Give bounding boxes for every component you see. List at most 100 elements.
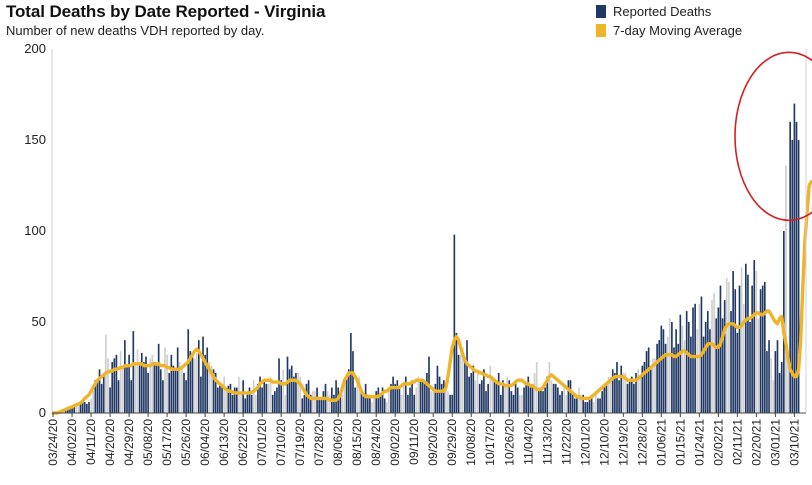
bar-reported-deaths (603, 387, 606, 413)
bar-reported-deaths (341, 394, 344, 413)
bar-reported-deaths (470, 372, 473, 413)
bar-reported-deaths (647, 347, 650, 413)
bar-reported-deaths (328, 394, 331, 413)
bar-reported-deaths (398, 387, 401, 413)
bar-reported-deaths (421, 380, 424, 413)
bar-reported-deaths (586, 402, 589, 413)
bar-reported-deaths (730, 311, 732, 413)
bar-reported-deaths (81, 402, 84, 413)
bar-reported-deaths (185, 380, 187, 413)
bar-reported-deaths (90, 398, 92, 413)
bar-reported-deaths (172, 365, 175, 413)
bar-reported-deaths (652, 358, 654, 413)
bar-reported-deaths (662, 329, 665, 413)
bar-reported-deaths (592, 402, 595, 413)
x-tick-label: 08/15/20 (350, 419, 364, 466)
bar-reported-deaths (390, 383, 392, 413)
bar-reported-deaths (599, 398, 601, 413)
x-tick-label: 04/11/20 (84, 419, 98, 465)
bar-reported-deaths (79, 403, 82, 413)
bar-reported-deaths (457, 354, 460, 413)
bar-reported-deaths (261, 387, 263, 413)
bar-reported-deaths (675, 329, 677, 413)
legend-swatch-reported-deaths (596, 5, 606, 18)
bar-reported-deaths (468, 376, 470, 413)
bar-reported-deaths (195, 352, 198, 413)
bar-reported-deaths (252, 380, 255, 413)
bar-reported-deaths (649, 369, 652, 413)
bar-reported-deaths (244, 398, 247, 413)
line-layer (51, 180, 812, 415)
bar-reported-deaths (673, 347, 675, 413)
bar-reported-deaths (776, 340, 779, 413)
bar-reported-deaths (601, 391, 604, 413)
bar-reported-deaths (442, 380, 445, 413)
bar-reported-deaths (124, 340, 126, 413)
bar-reported-deaths (749, 322, 751, 413)
x-tick-label: 04/29/20 (122, 419, 136, 466)
bar-reported-deaths (453, 234, 456, 413)
bar-reported-deaths (711, 300, 713, 413)
bar-reported-deaths (197, 340, 200, 413)
bar-reported-deaths (147, 372, 149, 413)
bar-reported-deaths (620, 365, 623, 413)
legend-label-moving-average: 7-day Moving Average (613, 23, 743, 38)
bar-reported-deaths (704, 322, 707, 413)
bar-reported-deaths (271, 394, 274, 413)
bar-reported-deaths (411, 380, 413, 413)
x-tick-label: 02/02/21 (711, 419, 725, 466)
bar-reported-deaths (168, 372, 171, 413)
bar-reported-deaths (491, 376, 494, 413)
bar-reported-deaths (164, 347, 166, 413)
bar-reported-deaths (658, 340, 661, 413)
bar-reported-deaths (464, 358, 466, 413)
bar-reported-deaths (455, 332, 458, 413)
bar-reported-deaths (312, 391, 314, 413)
bar-reported-deaths (92, 391, 95, 413)
bar-reported-deaths (588, 398, 591, 413)
bar-reported-deaths (440, 383, 443, 413)
bar-reported-deaths (326, 391, 329, 413)
bar-reported-deaths (757, 318, 760, 413)
bar-reported-deaths (518, 394, 521, 413)
bar-reported-deaths (719, 285, 722, 413)
bar-reported-deaths (155, 365, 158, 413)
bar-reported-deaths (529, 387, 532, 413)
bar-reported-deaths (668, 318, 671, 413)
bar-reported-deaths (514, 380, 517, 413)
bar-reported-deaths (288, 369, 291, 413)
bar-reported-deaths (449, 394, 451, 413)
bar-reported-deaths (571, 391, 574, 413)
bar-reported-deaths (303, 394, 306, 413)
bar-reported-deaths (666, 336, 669, 413)
bar-reported-deaths (138, 365, 141, 413)
bar-reported-deaths (687, 322, 690, 413)
bar-reported-deaths (385, 402, 388, 413)
bar-reported-deaths (559, 394, 561, 413)
x-tick-label: 02/20/21 (749, 419, 763, 466)
bar-reported-deaths (755, 271, 758, 413)
bar-reported-deaths (183, 372, 185, 413)
bar-reported-deaths (709, 329, 711, 413)
y-tick-labels: 0 50 100 150 200 (24, 41, 46, 420)
chart-legend: Reported Deaths 7-day Moving Average (596, 2, 742, 40)
bar-reported-deaths (742, 303, 745, 413)
bar-reported-deaths (381, 387, 384, 413)
x-tick-label: 12/28/20 (635, 419, 649, 466)
bar-reported-deaths (140, 352, 143, 413)
x-tick-labels: 03/24/20 04/02/20 04/11/20 04/20/20 04/29/20… (46, 413, 801, 466)
bar-reported-deaths (235, 387, 238, 413)
bar-reported-deaths (274, 391, 276, 413)
bar-reported-deaths (438, 376, 441, 413)
bar-reported-deaths (96, 380, 99, 413)
bar-reported-deaths (356, 380, 359, 413)
bar-reported-deaths (293, 376, 295, 413)
bar-reported-deaths (191, 354, 194, 413)
x-tick-label: 07/10/20 (274, 419, 288, 466)
bar-reported-deaths (489, 365, 492, 413)
bar-reported-deaths (656, 343, 658, 413)
bar-reported-deaths (362, 394, 365, 413)
bar-reported-deaths (212, 369, 215, 413)
bar-reported-deaths (432, 387, 435, 413)
bar-reported-deaths (569, 380, 572, 413)
